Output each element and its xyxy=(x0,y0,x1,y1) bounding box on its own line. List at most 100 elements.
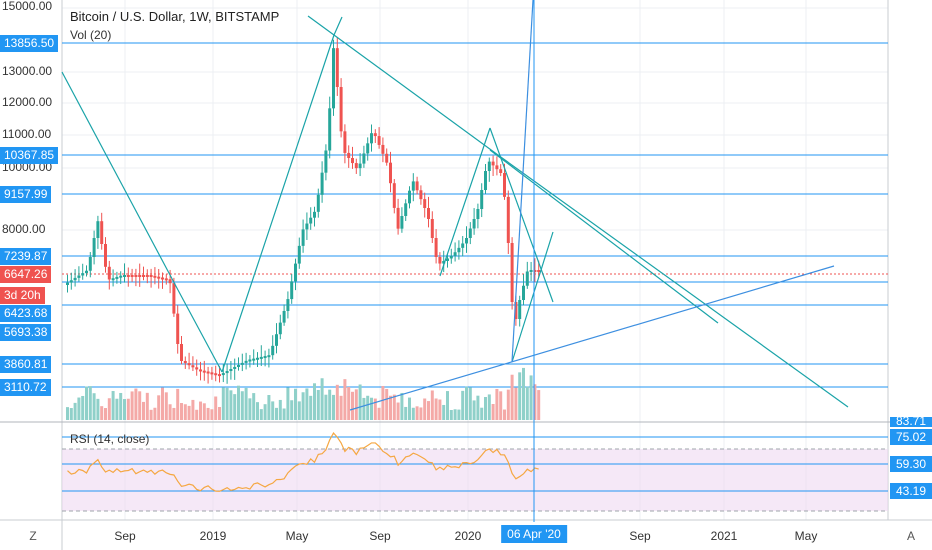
price-tick: 15000.00 xyxy=(2,0,53,13)
candle xyxy=(525,271,529,286)
volume-bar xyxy=(256,402,259,420)
volume-bar xyxy=(434,398,438,420)
candle xyxy=(339,87,343,132)
volume-bar xyxy=(377,407,381,420)
candle xyxy=(278,322,282,335)
volume-bar xyxy=(518,372,522,420)
candle xyxy=(225,371,229,374)
volume-bar xyxy=(347,386,351,420)
volume-bar xyxy=(221,387,225,420)
volume-bar xyxy=(373,398,377,420)
volume-bar xyxy=(142,401,145,420)
candle xyxy=(168,279,172,284)
volume-bar xyxy=(172,407,176,420)
candle xyxy=(161,277,164,280)
candle xyxy=(396,207,400,229)
candle xyxy=(263,356,267,359)
price-tick: 8000.00 xyxy=(2,222,46,236)
volume-bar xyxy=(442,404,446,420)
candle xyxy=(202,370,206,373)
candle xyxy=(210,372,214,375)
volume-bar xyxy=(503,409,506,420)
candle xyxy=(297,245,301,264)
volume-bar xyxy=(225,387,229,420)
candle xyxy=(77,275,81,278)
candle xyxy=(487,161,491,171)
candle xyxy=(480,190,484,209)
candle xyxy=(434,238,438,257)
candle xyxy=(271,345,275,356)
volume-bar xyxy=(278,399,282,420)
volume-bar xyxy=(461,390,465,420)
rsi-line xyxy=(67,431,539,492)
volume-bar xyxy=(358,384,362,420)
time-axis-label: May xyxy=(285,529,309,543)
volume-bar xyxy=(199,401,202,420)
volume-bar xyxy=(115,398,119,420)
candle xyxy=(282,311,286,323)
zoom-toggle-button[interactable]: Z xyxy=(29,529,37,543)
current-price-label: 6647.26 xyxy=(0,266,52,283)
candle xyxy=(370,133,373,144)
volume-bar xyxy=(66,407,69,420)
trend-lines xyxy=(61,15,849,408)
volume-bar xyxy=(134,388,138,420)
volume-bar xyxy=(202,403,206,420)
candle xyxy=(126,275,130,277)
volume-bar xyxy=(233,394,237,420)
candle xyxy=(301,229,305,246)
volume-bar xyxy=(153,407,157,420)
volume-bar xyxy=(88,386,92,420)
price-tick: 13000.00 xyxy=(2,64,53,78)
candle xyxy=(449,255,453,259)
volume-bar xyxy=(81,395,85,420)
volume-bar xyxy=(259,409,263,420)
candle xyxy=(88,257,92,271)
volume-bar xyxy=(282,408,286,420)
candle xyxy=(309,217,313,224)
candle xyxy=(142,275,145,277)
volume-bar xyxy=(438,399,442,420)
candle xyxy=(237,364,240,367)
volume-bar xyxy=(487,394,491,420)
volume-bar xyxy=(537,390,541,420)
volume-bar xyxy=(343,379,347,420)
candle xyxy=(358,163,362,169)
candle xyxy=(453,252,457,256)
candle xyxy=(438,257,442,264)
candle xyxy=(191,365,195,368)
volume-bar xyxy=(69,408,73,420)
volume-bar xyxy=(476,395,480,420)
candle xyxy=(73,277,77,281)
volume-bar xyxy=(244,387,248,420)
candle xyxy=(172,283,176,314)
volume-bar xyxy=(320,378,324,420)
volume-bar xyxy=(419,407,423,420)
candle xyxy=(119,275,123,278)
candle xyxy=(491,161,495,166)
auto-scale-button[interactable]: A xyxy=(906,529,915,543)
candle xyxy=(66,282,69,285)
volume-bar xyxy=(271,401,275,420)
volume-bar xyxy=(301,392,305,420)
candle xyxy=(81,273,85,276)
candle xyxy=(199,369,202,372)
candle xyxy=(343,131,347,153)
volume-bar xyxy=(77,397,81,420)
candle xyxy=(419,190,423,200)
candle xyxy=(229,369,233,372)
volume-bar xyxy=(107,398,111,420)
volume-bar xyxy=(453,409,457,420)
price-tick: 11000.00 xyxy=(2,127,52,141)
level-label: 3110.72 xyxy=(0,379,51,396)
rsi-level-label: 59.30 xyxy=(890,456,932,472)
level-label: 10367.85 xyxy=(0,147,59,164)
candle xyxy=(465,238,468,244)
volume-bar xyxy=(525,386,529,420)
volume-bar xyxy=(305,388,309,420)
bar-countdown: 3d 20h xyxy=(0,287,45,304)
level-label: 3860.81 xyxy=(0,356,52,373)
volume-bar xyxy=(294,388,297,420)
candle xyxy=(404,203,408,216)
